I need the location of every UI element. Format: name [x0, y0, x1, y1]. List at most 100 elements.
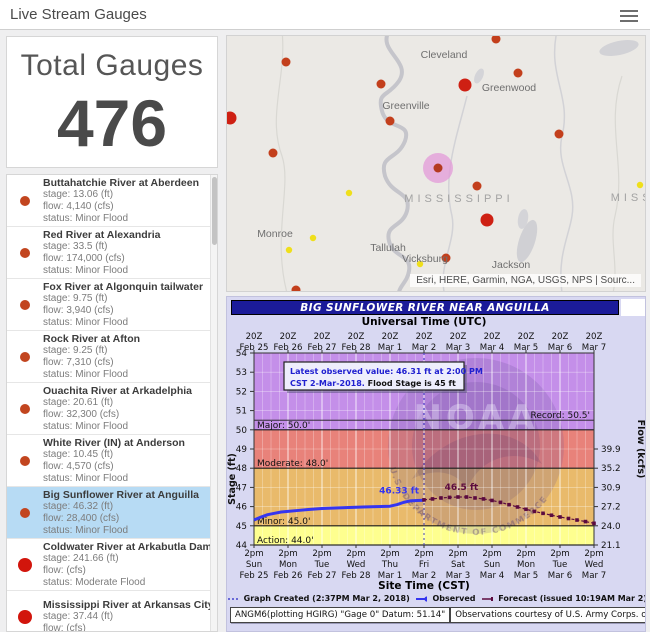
- gauge-status-dot-icon: [20, 455, 30, 466]
- axis-tick-label: Mar 5: [514, 571, 538, 581]
- axis-tick-label: Thu: [381, 560, 398, 570]
- gauge-name: Buttahatchie River at Aberdeen: [43, 177, 199, 189]
- latest-observed-annotation: Latest observed value: 46.31 ft at 2:00 …: [290, 367, 483, 376]
- map-gauge-marker[interactable]: [441, 253, 451, 263]
- map-city-label: Cleveland: [421, 49, 468, 61]
- axis-tick-label: 2pm: [516, 549, 535, 559]
- stage-tick-label: 48: [236, 464, 247, 474]
- map-gauge-marker[interactable]: [472, 181, 482, 191]
- axis-tick-label: 20Z: [280, 332, 297, 342]
- axis-tick-label: 2pm: [346, 549, 365, 559]
- map-gauge-marker-large[interactable]: [480, 213, 494, 227]
- gauge-list-item[interactable]: Red River at Alexandria stage: 33.5 (ft)…: [7, 227, 217, 279]
- axis-tick-label: Sat: [451, 560, 466, 570]
- legend-observed-label: Observed: [432, 594, 476, 603]
- map-city-label: Vicksburg: [402, 253, 448, 265]
- axis-tick-label: 2pm: [584, 549, 603, 559]
- stage-tick-label: 50: [236, 426, 248, 436]
- stage-tick-label: 47: [236, 483, 247, 493]
- gauge-name: Coldwater River at Arkabutla Dam: [43, 541, 212, 553]
- selected-gauge-marker[interactable]: [433, 163, 443, 173]
- map-city-label: Greenville: [382, 100, 429, 112]
- gauge-list-item[interactable]: Fox River at Algonquin tailwater stage: …: [7, 279, 217, 331]
- map-gauge-marker[interactable]: [281, 57, 291, 67]
- gauge-name: Big Sunflower River at Anguilla: [43, 489, 199, 501]
- axis-tick-label: Mar 5: [514, 343, 538, 353]
- map-city-label: Tallulah: [370, 242, 406, 254]
- svg-text:NOAA: NOAA: [413, 398, 538, 438]
- legend-created-label: Graph Created (2:37PM Mar 2, 2018): [243, 594, 410, 603]
- chart-footnotes: ANGM6(plotting HGIRG) "Gage 0" Datum: 51…: [227, 607, 645, 623]
- legend-forecast-label: Forecast (issued 10:19AM Mar 2): [498, 594, 646, 603]
- flow-axis-title: Flow (kcfs): [635, 420, 646, 479]
- observations-credit-note: Observations courtesy of U.S. Army Corps…: [450, 607, 645, 623]
- gauge-name: Mississippi River at Arkansas City: [43, 599, 214, 611]
- forecast-line-icon: [481, 596, 494, 601]
- map-gauge-marker-large[interactable]: [458, 78, 472, 92]
- axis-tick-label: 2pm: [414, 549, 433, 559]
- map-city-label: Monroe: [257, 228, 293, 240]
- gauge-list-item[interactable]: Buttahatchie River at Aberdeen stage: 13…: [7, 175, 217, 227]
- gauge-list-item[interactable]: Big Sunflower River at Anguilla stage: 4…: [7, 487, 217, 539]
- gauge-stage: stage: 13.06 (ft): [43, 189, 114, 200]
- gauge-stage: stage: 37.44 (ft): [43, 611, 114, 622]
- stage-tick-label: 45: [236, 522, 247, 532]
- flow-tick-label: 21.1: [601, 541, 621, 551]
- map-gauge-marker-yellow[interactable]: [636, 181, 644, 189]
- gauge-flow: flow: 7,310 (cfs): [43, 357, 114, 368]
- axis-tick-label: Mar 4: [480, 343, 504, 353]
- axis-tick-label: 2pm: [550, 549, 569, 559]
- gauge-list-scrollbar-thumb[interactable]: [212, 177, 217, 245]
- map-gauge-marker-yellow[interactable]: [285, 246, 293, 254]
- map-gauge-marker[interactable]: [376, 79, 386, 89]
- axis-tick-label: 20Z: [314, 332, 331, 342]
- map-gauge-marker[interactable]: [491, 36, 501, 44]
- gauge-list: Buttahatchie River at Aberdeen stage: 13…: [6, 174, 218, 632]
- map-city-label: Jackson: [492, 259, 531, 271]
- gauge-list-item[interactable]: White River (IN) at Anderson stage: 10.4…: [7, 435, 217, 487]
- gauge-list-item[interactable]: Coldwater River at Arkabutla Dam stage: …: [7, 539, 217, 591]
- map-gauge-marker[interactable]: [291, 285, 301, 293]
- axis-tick-label: 20Z: [450, 332, 467, 342]
- axis-tick-label: 20Z: [484, 332, 501, 342]
- axis-tick-label: 2pm: [380, 549, 399, 559]
- map-gauge-marker-yellow[interactable]: [416, 260, 424, 268]
- map-gauge-marker[interactable]: [268, 148, 278, 158]
- chart-site-axis-title: Site Time (CST): [378, 580, 470, 592]
- map-gauge-marker-yellow[interactable]: [345, 189, 353, 197]
- flow-tick-label: 30.9: [601, 483, 621, 493]
- gauge-list-item[interactable]: Mississippi River at Arkansas City stage…: [7, 591, 217, 631]
- record-stage-label: Record: 50.5': [530, 411, 590, 421]
- gauge-stage: stage: 33.5 (ft): [43, 241, 108, 252]
- map-gauge-marker-large[interactable]: [227, 111, 237, 125]
- axis-tick-label: Mar 4: [480, 571, 504, 581]
- map-gauge-marker[interactable]: [385, 116, 395, 126]
- map-canvas[interactable]: Cleveland Greenwood Greenville Monroe Tallul…: [226, 35, 646, 292]
- header-bar: Live Stream Gauges: [0, 0, 650, 30]
- map-state-label: MISSISS: [611, 192, 646, 204]
- map-city-label: Greenwood: [482, 82, 536, 94]
- axis-tick-label: Mar 6: [548, 571, 572, 581]
- map-graphics: Cleveland Greenwood Greenville Monroe Tallul…: [227, 36, 646, 293]
- stage-tick-label: 51: [236, 407, 247, 417]
- gauge-list-item[interactable]: Rock River at Afton stage: 9.25 (ft) flo…: [7, 331, 217, 383]
- gauge-list-item[interactable]: Ouachita River at Arkadelphia stage: 20.…: [7, 383, 217, 435]
- gauge-name: Red River at Alexandria: [43, 229, 161, 241]
- chart-legend: Graph Created (2:37PM Mar 2, 2018) Obser…: [227, 594, 646, 603]
- map-state-label: MISSISSIPPI: [404, 193, 513, 205]
- map-gauge-marker[interactable]: [513, 68, 523, 78]
- map-gauge-marker[interactable]: [554, 129, 564, 139]
- gauge-status-dot-icon: [20, 195, 30, 206]
- gauge-stage: stage: 9.25 (ft): [43, 345, 108, 356]
- map-attribution: Esri, HERE, Garmin, NGA, USGS, NPS | Sou…: [410, 274, 641, 287]
- gauge-status: status: Minor Flood: [43, 525, 129, 536]
- map-gauge-marker-yellow[interactable]: [309, 234, 317, 242]
- axis-tick-label: Mar 7: [582, 343, 606, 353]
- axis-tick-label: Mar 3: [446, 571, 470, 581]
- hamburger-menu-icon[interactable]: [620, 7, 638, 23]
- axis-tick-label: Mar 1: [378, 343, 402, 353]
- axis-tick-label: Feb 27: [308, 571, 337, 581]
- axis-tick-label: 20Z: [416, 332, 433, 342]
- axis-tick-label: 20Z: [518, 332, 535, 342]
- gauge-flow: flow: 4,570 (cfs): [43, 461, 114, 472]
